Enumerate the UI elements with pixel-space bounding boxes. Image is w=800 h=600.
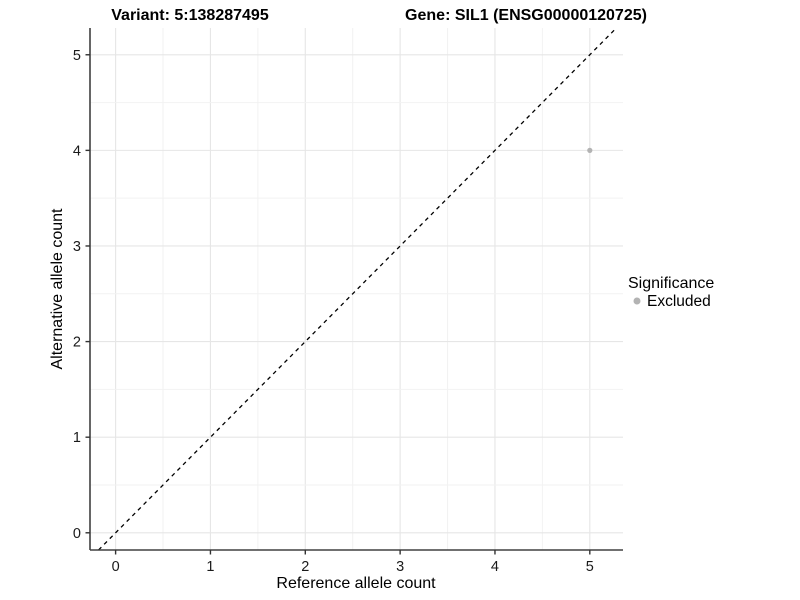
y-tick-label: 4 [73,143,81,159]
x-tick-label: 1 [206,559,214,575]
axes-layer: 0 1 2 3 4 5 0 1 2 3 4 5 [73,28,623,575]
x-tick-label: 4 [491,559,499,575]
y-tick-label: 5 [73,48,81,64]
x-tick-label: 0 [112,559,120,575]
legend: Significance Excluded [628,275,714,310]
y-tick-label: 2 [73,335,81,351]
y-tick-label: 0 [73,526,81,542]
x-tick-label: 2 [301,559,309,575]
gene-title: Gene: SIL1 (ENSG00000120725) [405,7,647,24]
x-tick-label: 3 [396,559,404,575]
x-tick-label: 5 [586,559,594,575]
y-axis-title: Alternative allele count [49,208,66,370]
y-tick-label: 1 [73,430,81,446]
x-axis-title: Reference allele count [276,575,436,592]
y-tick-label: 3 [73,239,81,255]
grid-layer [90,28,623,550]
legend-excluded-dot-icon [633,297,641,305]
identity-dashed-line [98,27,617,551]
legend-title: Significance [628,275,714,292]
variant-title: Variant: 5:138287495 [111,7,269,24]
points-layer [587,147,593,153]
data-point [587,147,593,153]
legend-item-label: Excluded [647,293,711,310]
